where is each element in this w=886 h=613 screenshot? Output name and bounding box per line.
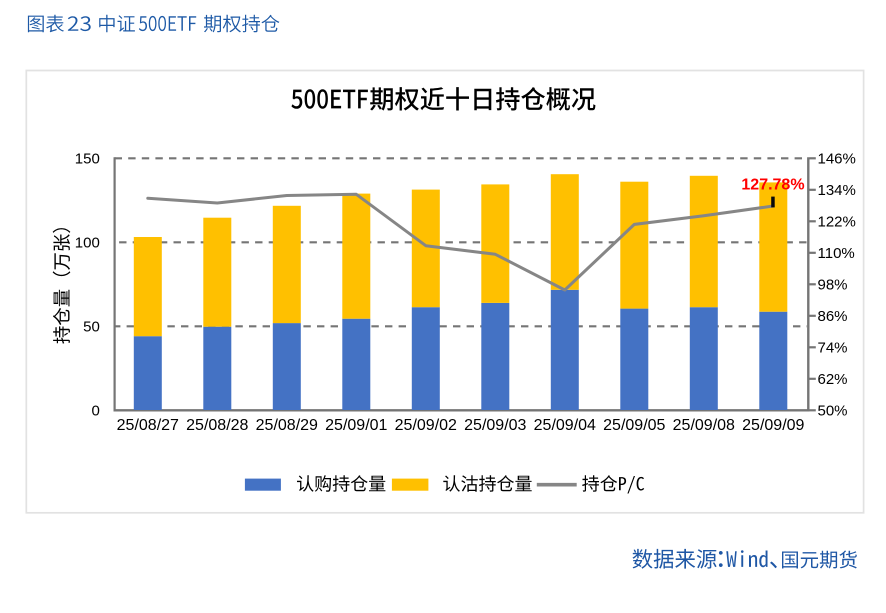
svg-text:25/09/01: 25/09/01: [325, 417, 387, 434]
svg-text:50: 50: [83, 319, 100, 336]
svg-text:25/09/02: 25/09/02: [395, 417, 457, 434]
svg-text:25/09/03: 25/09/03: [464, 417, 526, 434]
svg-text:150: 150: [75, 151, 100, 168]
svg-text:25/09/05: 25/09/05: [603, 417, 665, 434]
svg-text:25/09/08: 25/09/08: [673, 417, 735, 434]
svg-text:0: 0: [91, 403, 99, 420]
svg-text:110%: 110%: [818, 245, 855, 262]
svg-text:25/09/09: 25/09/09: [742, 417, 804, 434]
svg-text:127.78%: 127.78%: [741, 177, 804, 194]
svg-text:25/09/04: 25/09/04: [534, 417, 596, 434]
svg-text:86%: 86%: [818, 308, 848, 325]
svg-text:122%: 122%: [818, 214, 856, 231]
svg-text:25/08/29: 25/08/29: [256, 417, 318, 434]
svg-text:25/08/28: 25/08/28: [186, 417, 248, 434]
svg-text:98%: 98%: [818, 277, 848, 294]
svg-text:134%: 134%: [818, 182, 856, 199]
svg-text:50%: 50%: [818, 403, 848, 420]
svg-text:25/08/27: 25/08/27: [117, 417, 179, 434]
svg-text:100: 100: [75, 235, 100, 252]
svg-text:74%: 74%: [818, 340, 848, 357]
svg-text:62%: 62%: [818, 371, 848, 388]
svg-text:146%: 146%: [818, 151, 856, 168]
